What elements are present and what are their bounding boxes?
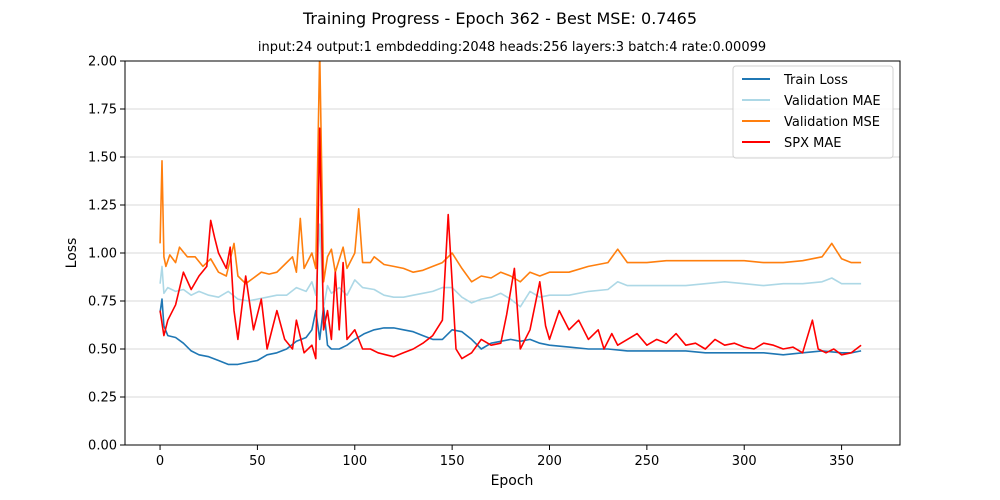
chart-subtitle: input:24 output:1 embdedding:2048 heads:…: [258, 40, 766, 55]
x-tick-label: 250: [634, 454, 659, 469]
series-line-validation-mae: [159, 223, 862, 308]
x-tick-label: 50: [249, 454, 266, 469]
legend-label-train-loss: Train Loss: [783, 73, 848, 88]
y-tick-label: 0.50: [88, 343, 117, 358]
y-tick-label: 0.75: [88, 295, 117, 310]
y-axis-label: Loss: [64, 238, 80, 269]
y-tick-label: 0.00: [88, 439, 117, 454]
y-tick-label: 1.25: [88, 199, 117, 214]
x-tick-label: 100: [342, 454, 367, 469]
x-tick-label: 0: [156, 454, 164, 469]
legend-box: [732, 65, 894, 159]
legend-label-validation-mse: Validation MSE: [784, 115, 880, 130]
chart-title: Training Progress - Epoch 362 - Best MSE…: [302, 9, 697, 28]
x-tick-label: 300: [732, 454, 757, 469]
series-line-train-loss: [159, 298, 862, 366]
y-tick-label: 1.75: [88, 103, 117, 118]
y-tick-label: 1.50: [88, 151, 117, 166]
y-tick-label: 1.00: [88, 247, 117, 262]
x-tick-label: 350: [829, 454, 854, 469]
series-line-spx-mae: [159, 127, 862, 360]
x-tick-label: 150: [440, 454, 465, 469]
legend-label-spx-mae: SPX MAE: [784, 136, 841, 151]
legend-label-validation-mae: Validation MAE: [784, 94, 881, 109]
y-tick-label: 0.25: [88, 391, 117, 406]
x-axis-label: Epoch: [491, 473, 534, 489]
x-tick-label: 200: [537, 454, 562, 469]
chart-legend: Train Loss Validation MAE Validation MSE SP…: [732, 65, 894, 159]
plot-series: [159, 61, 862, 366]
axis-ticks: 0.00 0.25 0.50 0.75 1.00 1.25 1.50 1.75 2.00 0 50 1…: [88, 55, 854, 470]
y-tick-label: 2.00: [88, 55, 117, 70]
